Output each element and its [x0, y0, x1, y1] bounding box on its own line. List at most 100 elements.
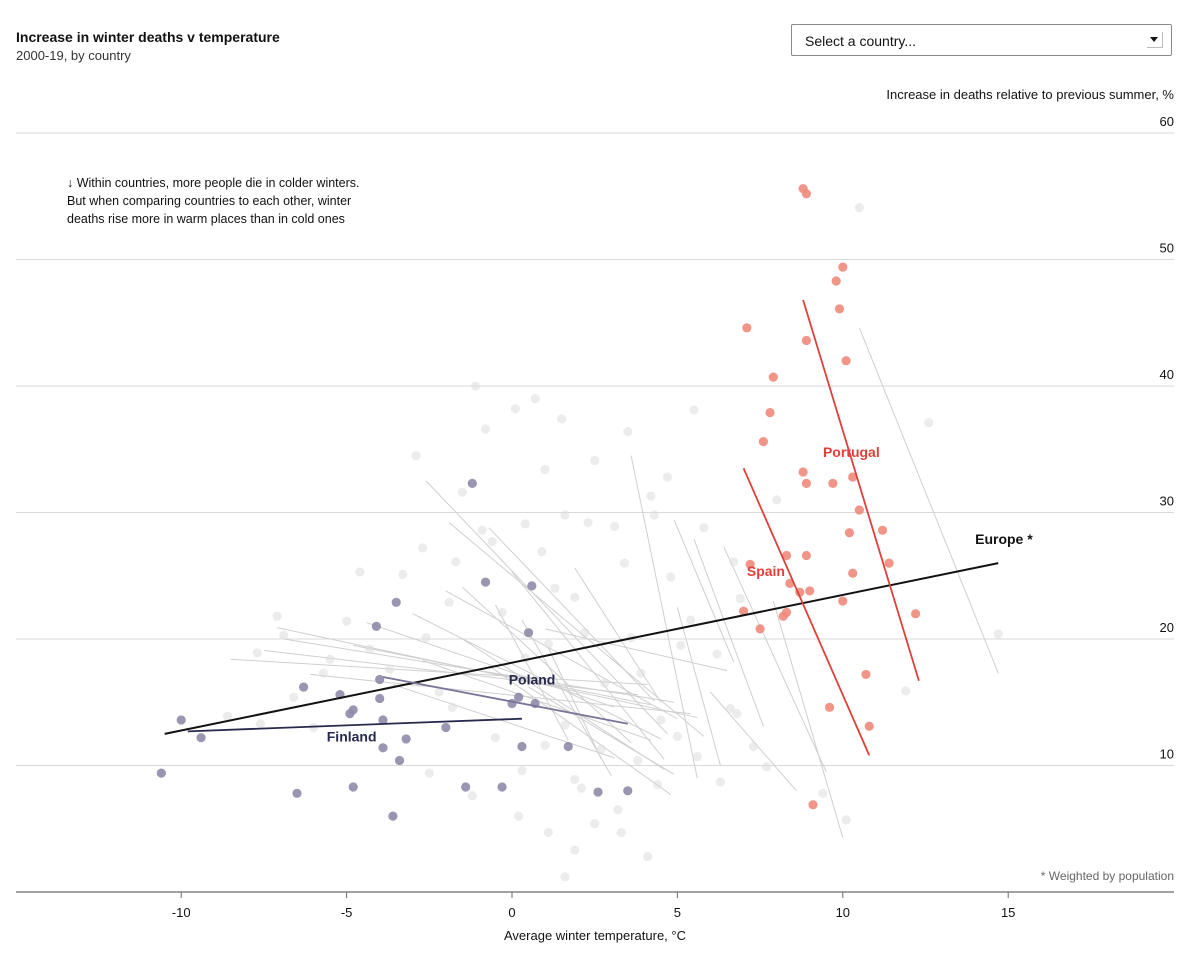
data-point-other-countries: [689, 405, 699, 415]
label-portugal: Portugal: [823, 444, 880, 460]
data-point-other-countries: [510, 404, 520, 414]
data-point-finland: [394, 755, 405, 766]
country-trend-line: [366, 622, 615, 708]
data-point-portugal: [861, 669, 871, 680]
data-point-other-countries: [590, 456, 600, 466]
data-point-portugal: [831, 276, 841, 286]
data-point-portugal: [838, 262, 848, 272]
data-point-other-countries: [560, 510, 570, 520]
country-trend-line: [772, 600, 844, 838]
label-europe: Europe *: [975, 531, 1033, 547]
data-point-other-countries: [652, 779, 663, 790]
data-point-other-countries: [471, 381, 481, 391]
data-point-other-countries: [530, 394, 540, 404]
data-point-other-countries: [762, 762, 772, 772]
data-point-other-countries: [308, 722, 319, 733]
country-trend-line: [425, 480, 668, 735]
annotation-line: But when comparing countries to each oth…: [67, 194, 352, 208]
data-point-other-countries: [497, 607, 507, 618]
data-point-portugal: [801, 189, 812, 199]
data-point-other-countries: [570, 845, 580, 855]
data-point-poland: [441, 722, 451, 733]
data-point-other-countries: [656, 715, 666, 725]
data-point-portugal: [834, 304, 845, 314]
data-point-finland: [298, 682, 309, 692]
data-point-portugal: [884, 558, 894, 568]
data-point-other-countries: [616, 827, 626, 838]
country-trend-line: [544, 628, 728, 672]
country-trend-lines: [230, 327, 999, 838]
data-point-portugal: [841, 356, 851, 366]
data-point-poland: [593, 787, 603, 797]
country-trend-line: [230, 658, 648, 686]
data-point-other-countries: [421, 633, 431, 643]
data-point-poland: [523, 628, 534, 638]
data-point-other-countries: [560, 872, 570, 882]
data-point-other-countries: [490, 733, 501, 743]
data-point-portugal: [801, 335, 812, 346]
data-point-finland: [348, 705, 358, 715]
data-point-other-countries: [993, 629, 1003, 639]
country-trend-line: [310, 673, 691, 715]
data-points: [156, 184, 1003, 882]
country-trend-line: [547, 647, 602, 760]
data-point-finland: [156, 768, 166, 778]
data-point-other-countries: [517, 765, 527, 776]
data-point-other-countries: [841, 815, 851, 825]
data-point-portugal: [910, 609, 921, 619]
trend-line-europe: [164, 562, 999, 735]
highlight-trend-lines: [164, 299, 999, 756]
x-tick-label: -5: [341, 905, 353, 920]
trend-line-spain: [742, 467, 871, 756]
data-point-other-countries: [672, 731, 683, 742]
data-point-other-countries: [613, 805, 623, 815]
label-spain: Spain: [747, 563, 785, 579]
data-point-other-countries: [699, 523, 709, 533]
data-point-other-countries: [576, 783, 587, 793]
x-axis: -10 -5 0 5 10 15: [16, 891, 1174, 920]
data-point-finland: [196, 733, 206, 743]
country-trend-line: [495, 604, 569, 741]
data-point-other-countries: [715, 777, 726, 787]
data-point-portugal: [877, 525, 888, 535]
data-point-other-countries: [514, 811, 524, 821]
country-select[interactable]: Select a country...: [791, 24, 1172, 56]
data-point-portugal: [864, 721, 874, 731]
data-point-other-countries: [480, 424, 491, 434]
x-tick-label: 15: [1001, 905, 1015, 920]
data-point-portugal: [742, 323, 752, 333]
data-point-other-countries: [434, 687, 444, 697]
data-point-other-countries: [520, 519, 530, 529]
data-point-other-countries: [550, 583, 560, 594]
y-tick-label: 10: [1160, 747, 1174, 762]
y-axis-label: Increase in deaths relative to previous …: [886, 87, 1174, 102]
data-point-other-countries: [537, 547, 547, 557]
data-point-other-countries: [609, 521, 620, 532]
data-point-other-countries: [222, 711, 233, 721]
data-point-other-countries: [662, 472, 673, 482]
data-point-poland: [391, 597, 401, 607]
chart-title: Increase in winter deaths v temperature: [16, 29, 280, 45]
data-point-other-countries: [646, 491, 656, 501]
data-point-other-countries: [342, 616, 352, 626]
chevron-down-icon[interactable]: [1147, 32, 1163, 48]
label-finland: Finland: [327, 728, 377, 744]
country-select-placeholder: Select a country...: [805, 33, 917, 49]
data-point-other-countries: [818, 788, 828, 798]
data-point-poland: [401, 734, 411, 744]
data-point-finland: [388, 811, 398, 821]
data-point-other-countries: [901, 686, 911, 696]
data-point-other-countries: [692, 752, 702, 762]
data-point-spain: [745, 559, 755, 569]
data-point-portugal: [828, 478, 838, 489]
data-point-spain: [805, 586, 815, 596]
data-point-other-countries: [447, 702, 458, 712]
x-tick-label: 10: [836, 905, 850, 920]
data-point-other-countries: [318, 668, 329, 678]
data-point-other-countries: [543, 639, 553, 649]
country-trend-line: [511, 571, 665, 760]
data-point-portugal: [768, 372, 778, 382]
data-point-other-countries: [487, 536, 497, 547]
data-point-other-countries: [424, 768, 434, 778]
x-tick-label: 5: [674, 905, 681, 920]
